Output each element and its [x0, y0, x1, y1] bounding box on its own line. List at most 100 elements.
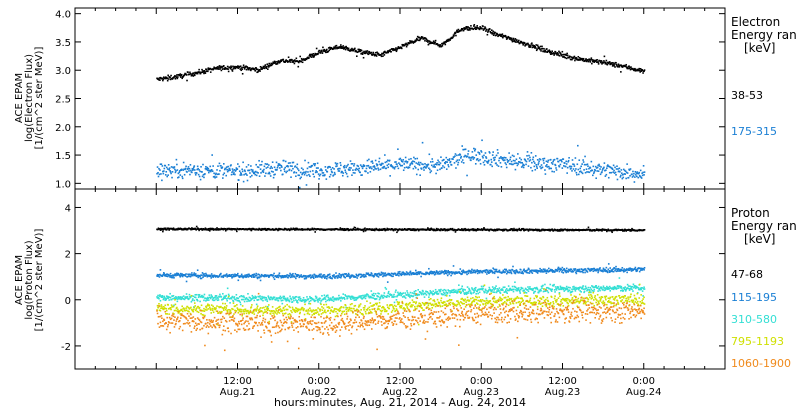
electron-point [513, 155, 515, 158]
electron-point [337, 170, 340, 172]
proton-point [460, 291, 463, 294]
electron-point [413, 156, 415, 159]
proton-point [493, 229, 495, 232]
proton-point [400, 273, 403, 275]
electron-point [191, 167, 194, 170]
proton-point [360, 295, 363, 297]
electron-point [449, 160, 452, 163]
electron-point [226, 170, 229, 173]
electron-point [532, 158, 534, 161]
electron-legend-series-38-53: 38-53 [731, 89, 763, 102]
electron-point [512, 159, 515, 162]
proton-point [356, 297, 359, 300]
proton-point [423, 292, 425, 295]
proton-point [618, 268, 620, 271]
electron-point [221, 66, 224, 68]
electron-point [412, 167, 415, 170]
electron-point [536, 167, 538, 170]
proton-point [420, 275, 422, 278]
proton-point [384, 295, 386, 298]
proton-point [507, 289, 509, 292]
electron-point [386, 50, 389, 52]
proton-point [556, 228, 559, 231]
proton-point [538, 270, 541, 272]
proton-point [288, 274, 291, 277]
proton-point [292, 297, 295, 300]
electron-point [414, 40, 417, 43]
proton-point [373, 228, 376, 230]
proton-point [202, 295, 205, 298]
electron-point [276, 168, 278, 171]
electron-point [500, 166, 503, 168]
proton-point [481, 287, 483, 290]
proton-point [166, 295, 169, 298]
electron-point [201, 171, 203, 173]
proton-point [415, 271, 418, 274]
electron-point [245, 65, 247, 68]
electron-point [288, 168, 291, 171]
proton-point [168, 274, 171, 277]
electron-point [377, 169, 380, 171]
xtick-date-label-1: Aug.22 [301, 387, 336, 398]
proton-point [353, 297, 355, 300]
proton-point [233, 296, 235, 299]
electron-point [635, 68, 637, 71]
proton-point [172, 274, 174, 276]
electron-point [219, 68, 221, 70]
proton-point [643, 266, 646, 269]
electron-point [564, 56, 567, 59]
electron-point [407, 166, 410, 168]
proton-point [167, 297, 169, 299]
proton-point [606, 230, 608, 233]
electron-point [233, 172, 235, 174]
proton-point [617, 270, 619, 272]
electron-point [296, 163, 299, 166]
electron-point [287, 162, 290, 164]
electron-point [540, 50, 542, 52]
proton-point [390, 293, 393, 296]
electron-point [178, 171, 181, 174]
electron-point [319, 52, 322, 54]
electron-point [623, 169, 626, 172]
electron-point [313, 175, 316, 178]
electron-point [170, 166, 173, 168]
proton-point [159, 229, 162, 231]
proton-point [222, 275, 224, 278]
electron-point [190, 169, 192, 172]
proton-point [535, 269, 538, 272]
electron-point [559, 163, 562, 166]
electron-point [405, 160, 407, 162]
proton-point [303, 301, 306, 303]
proton-point [438, 272, 441, 275]
proton-point [454, 291, 457, 293]
proton-point [360, 273, 362, 276]
proton-point [420, 292, 422, 295]
proton-point [503, 271, 506, 274]
proton-point [499, 292, 502, 294]
proton-point [388, 272, 390, 275]
proton-point [562, 269, 564, 272]
electron-point [404, 43, 407, 46]
electron-point [242, 161, 244, 164]
electron-point [561, 160, 563, 163]
proton-point [306, 228, 309, 231]
proton-point [328, 299, 331, 301]
electron-point [507, 35, 509, 38]
electron-point [294, 59, 296, 61]
proton-point [505, 272, 508, 275]
electron-point [232, 65, 234, 68]
electron-point [249, 67, 251, 69]
proton-point [463, 293, 466, 295]
proton-point [172, 227, 175, 229]
electron-point [428, 42, 431, 45]
proton-point [539, 270, 542, 273]
electron-point [487, 160, 490, 163]
electron-point [211, 154, 213, 156]
proton-point [492, 267, 494, 270]
proton-point [342, 275, 345, 277]
electron-point [211, 170, 214, 172]
proton-point [417, 271, 420, 273]
electron-point [483, 163, 486, 166]
proton-point [195, 229, 198, 231]
